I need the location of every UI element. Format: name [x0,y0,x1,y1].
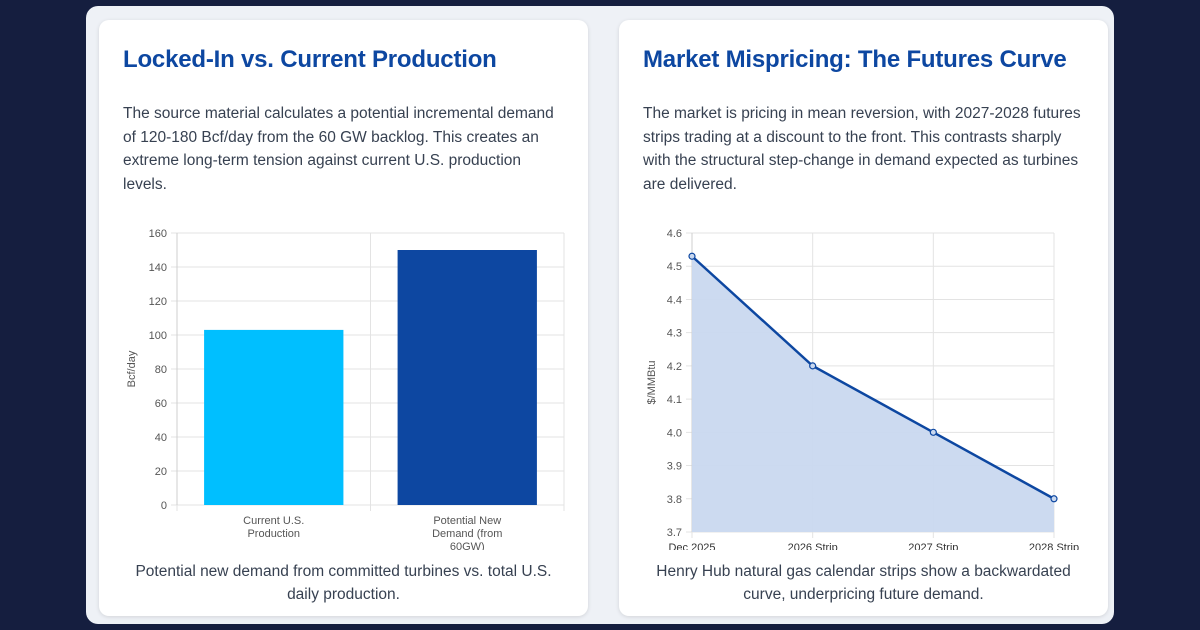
y-tick-label: 0 [161,500,167,512]
data-point [809,362,817,370]
futures-card-title: Market Mispricing: The Futures Curve [643,46,1067,73]
y-tick-label: 4.5 [667,261,682,273]
x-tick-label: 2028 Strip [1029,542,1079,550]
y-tick-label: 40 [155,432,167,444]
x-tick-label: Dec 2025 [668,542,715,550]
y-tick-label: 100 [149,330,167,342]
y-tick-label: 4.4 [667,294,682,306]
x-tick-label: 2027 Strip [908,542,958,550]
futures-card-description: The market is pricing in mean reversion,… [643,105,1081,193]
y-tick-label: 60 [155,398,167,410]
x-tick-label: Potential New [433,515,501,527]
futures-curve-line [691,255,1055,500]
y-tick-label: 4.0 [667,427,682,439]
x-tick-label: Current U.S. [243,515,304,527]
y-tick-label: 3.8 [667,494,682,506]
futures-curve-chart: 3.7 3.8 3.9 4.0 4.1 4.2 4.3 4.4 4.5 4.6 Dec 2025 20… [646,228,1079,550]
y-tick-label: 140 [149,262,167,274]
production-bar-chart: 0 20 40 60 80 100 120 140 160 Current U.S.Product… [126,228,565,550]
y-tick-label: 120 [149,296,167,308]
y-tick-label: 4.6 [667,228,682,240]
data-point [929,428,937,436]
y-tick-label: 20 [155,466,167,478]
futures-card: Market Mispricing: The Futures Curve The… [619,20,1108,616]
production-card: Locked-In vs. Current Production The sou… [99,20,588,616]
futures-area-fill [692,256,1054,532]
y-tick-label: 3.9 [667,461,682,473]
y-tick-label: 3.7 [667,527,682,539]
y-tick-label: 4.2 [667,361,682,373]
y-tick-label: 80 [155,364,167,376]
x-tick-label: Demand (from [432,528,502,540]
x-tick-label: Production [247,528,300,540]
y-tick-label: 4.1 [667,394,682,406]
y-axis-title: Bcf/day [126,350,138,387]
bar-current-production [204,329,344,505]
y-tick-label: 4.3 [667,328,682,340]
bar-potential-demand [397,250,537,505]
production-card-description: The source material calculates a potenti… [123,105,554,193]
dashboard-panel: Locked-In vs. Current Production The sou… [86,6,1114,624]
x-tick-label: 2026 Strip [788,542,838,550]
production-chart-caption: Potential new demand from committed turb… [135,563,552,603]
y-axis-title: $/MMBtu [646,360,658,404]
y-tick-label: 160 [149,228,167,240]
data-point [1050,495,1058,503]
data-point [688,252,696,260]
production-card-title: Locked-In vs. Current Production [123,46,497,73]
x-tick-label: 60GW) [450,541,485,550]
futures-chart-caption: Henry Hub natural gas calendar strips sh… [656,563,1071,603]
